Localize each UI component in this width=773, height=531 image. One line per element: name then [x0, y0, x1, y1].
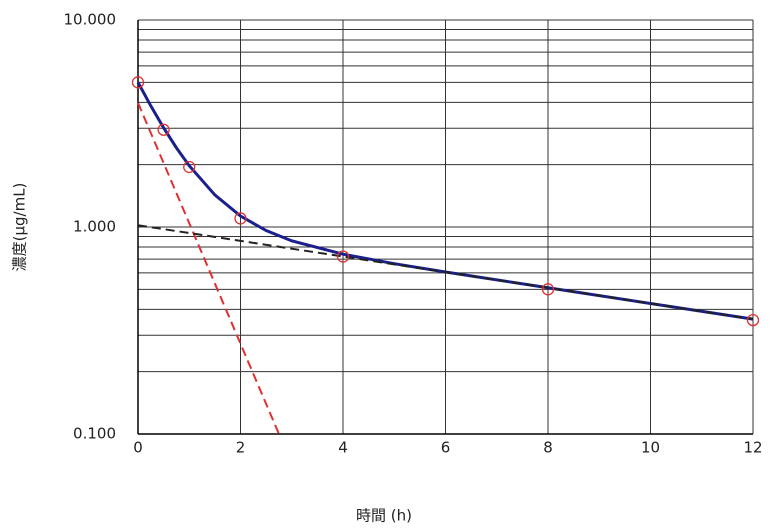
y-tick-label: 10.000	[64, 11, 117, 29]
data-point	[336, 250, 350, 263]
data-point	[234, 212, 247, 225]
y-tick-label: 1.000	[73, 218, 116, 236]
data-point	[157, 123, 170, 136]
line	[137, 224, 754, 321]
data-point	[746, 313, 760, 327]
x-tick-label: 2	[236, 439, 246, 457]
x-tick-label: 0	[133, 439, 143, 457]
data-point	[131, 76, 145, 89]
y-axis-label: 濃度(μg/mL)	[11, 183, 29, 272]
data-point	[541, 283, 555, 296]
x-axis-label: 時間 (h)	[356, 507, 412, 525]
y-tick-label: 0.100	[73, 425, 116, 443]
x-tick-label: 10	[641, 439, 660, 457]
x-tick-label: 4	[338, 439, 348, 457]
data-point	[183, 160, 196, 174]
x-tick-label: 6	[441, 439, 451, 457]
x-tick-label: 8	[543, 439, 553, 457]
line	[137, 102, 280, 435]
x-tick-label: 12	[743, 439, 762, 457]
